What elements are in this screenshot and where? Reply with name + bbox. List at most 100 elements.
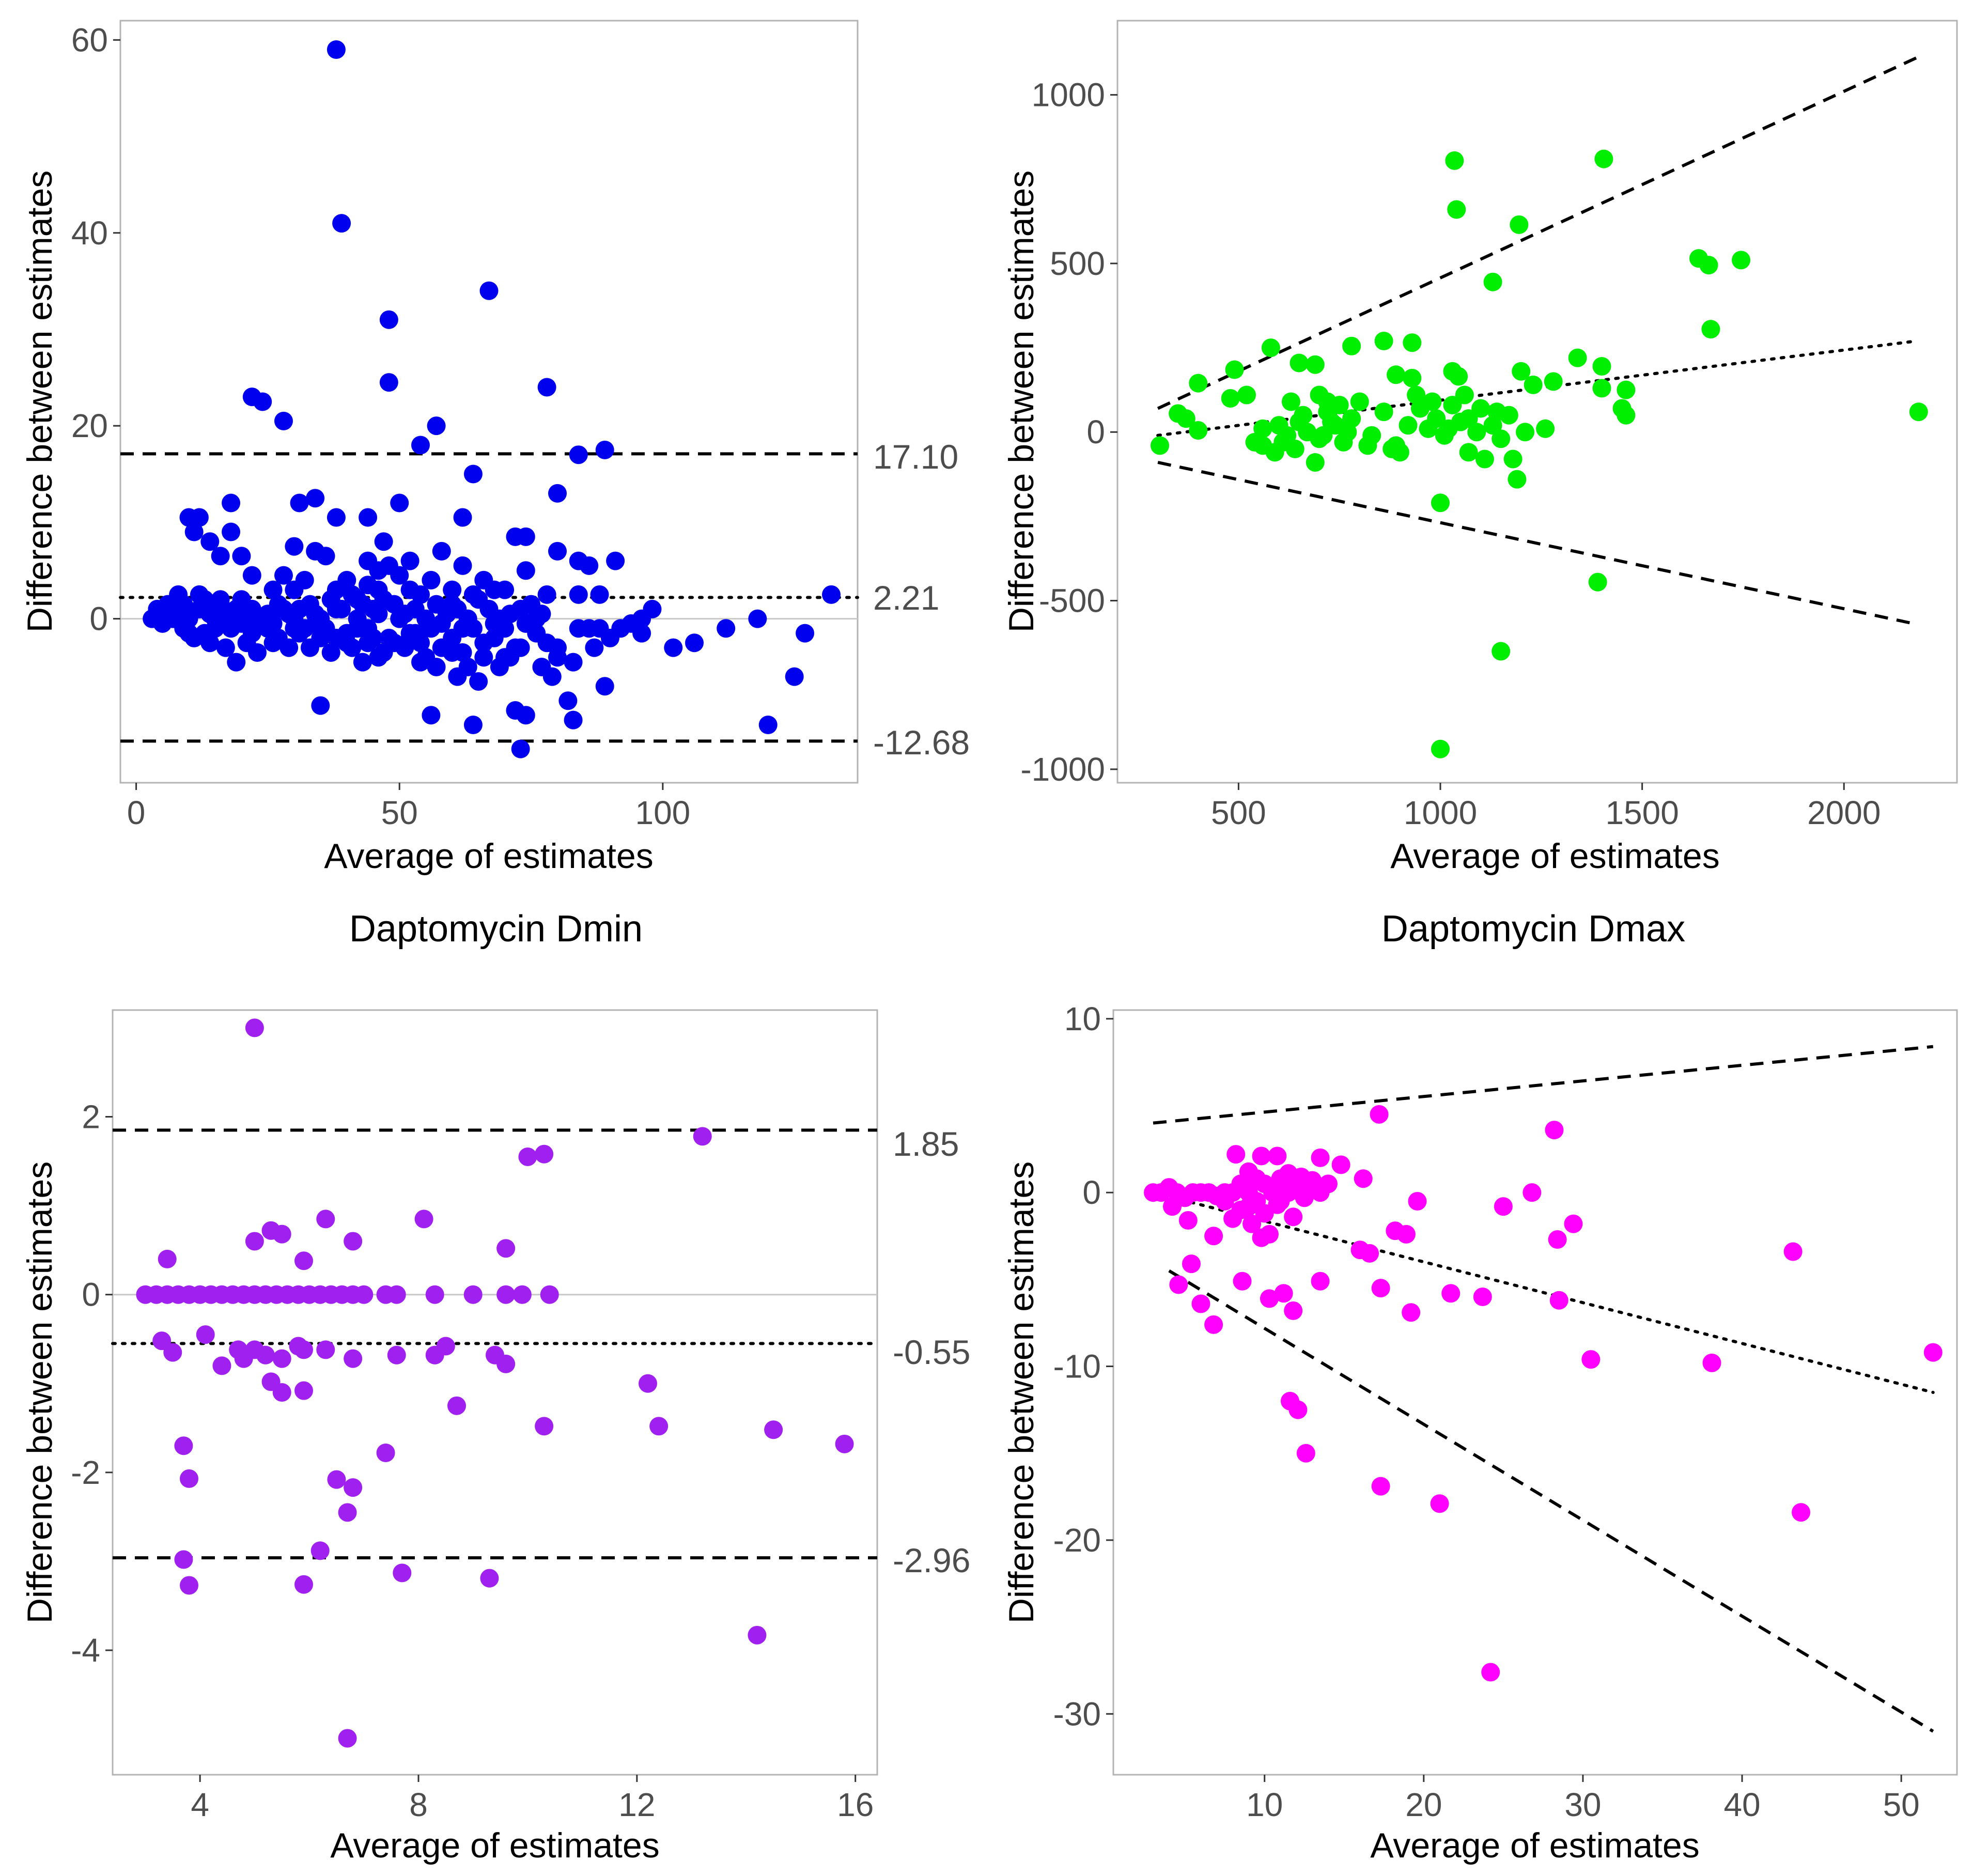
x-tick-label: 12 <box>618 1786 655 1823</box>
x-axis-title: Average of estimates <box>324 836 654 876</box>
data-point <box>180 1576 198 1595</box>
data-point <box>359 633 378 653</box>
data-point <box>190 508 209 527</box>
data-point <box>411 653 430 672</box>
data-point <box>359 508 378 527</box>
data-point <box>427 657 446 676</box>
data-point <box>1191 1294 1210 1313</box>
y-tick-label: 40 <box>71 214 108 252</box>
data-point <box>1431 739 1450 758</box>
data-point <box>222 619 241 638</box>
data-point <box>595 677 614 696</box>
data-point <box>537 585 556 604</box>
data-point <box>1581 1350 1601 1369</box>
data-point <box>474 633 493 653</box>
data-point <box>1221 389 1240 408</box>
data-point <box>290 493 309 513</box>
y-axis: -1000 -500 0 500 1000 <box>1020 76 1117 788</box>
upper-limit-line <box>1153 1045 1934 1125</box>
data-point <box>495 648 515 667</box>
data-points <box>143 40 841 758</box>
data-point <box>1306 453 1325 472</box>
data-point <box>643 599 662 618</box>
y-axis-title: Difference between estimates <box>20 170 59 633</box>
data-point <box>1295 1188 1314 1207</box>
data-point <box>1189 374 1208 393</box>
panel-bottom-left: -4 -2 0 2 4 8 12 16 1.85 -0.55 -2.96 Average o… <box>20 1009 970 1865</box>
y-tick-label: -10 <box>1053 1348 1101 1385</box>
data-point <box>1370 1105 1389 1124</box>
data-point <box>1494 1197 1513 1216</box>
data-point <box>200 633 220 653</box>
data-point <box>253 392 272 411</box>
data-point <box>379 373 398 392</box>
data-point <box>432 541 451 561</box>
data-point <box>1294 406 1313 425</box>
data-points <box>1151 149 1928 758</box>
upper-limit-label: 1.85 <box>893 1125 959 1163</box>
data-point <box>1237 385 1256 405</box>
data-point <box>1399 416 1418 435</box>
data-point <box>376 1444 395 1463</box>
data-point <box>212 1356 231 1375</box>
data-point <box>411 436 430 455</box>
x-axis: 0 50 100 <box>127 783 690 831</box>
data-point <box>443 595 462 614</box>
reference-line-labels: 17.10 2.21 -12.68 <box>873 438 970 762</box>
data-point <box>354 1285 374 1304</box>
y-axis: -4 -2 0 2 <box>71 1098 113 1669</box>
x-axis-title: Average of estimates <box>1390 836 1720 876</box>
data-point <box>606 551 625 570</box>
data-point <box>1182 1254 1201 1274</box>
x-tick-label: 8 <box>409 1786 428 1823</box>
data-point <box>256 1345 275 1365</box>
data-point <box>569 445 588 464</box>
data-point <box>1430 1494 1449 1513</box>
data-point <box>338 1729 357 1748</box>
x-tick-label: 500 <box>1211 794 1266 831</box>
data-point <box>1487 402 1506 422</box>
upper-limit-label: 17.10 <box>873 438 958 476</box>
data-point <box>1516 423 1535 442</box>
data-point <box>1439 419 1458 438</box>
data-point <box>1253 419 1272 438</box>
data-point <box>1178 1211 1198 1230</box>
lower-limit-label: -2.96 <box>893 1541 970 1579</box>
data-point <box>479 281 499 300</box>
data-point <box>1296 1444 1315 1463</box>
data-point <box>163 1343 182 1362</box>
data-point <box>152 1331 172 1351</box>
data-point <box>1467 423 1486 442</box>
reference-lines <box>1152 1045 1935 1733</box>
data-point <box>1350 392 1369 411</box>
data-point <box>216 638 235 657</box>
data-point <box>316 1210 335 1229</box>
data-point <box>1189 421 1208 440</box>
data-point <box>463 715 483 734</box>
data-point <box>1371 1279 1390 1298</box>
data-point <box>387 1345 406 1365</box>
data-point <box>1512 362 1531 381</box>
data-point <box>174 1436 193 1455</box>
data-point <box>1564 1214 1583 1233</box>
x-axis: 10 20 30 40 50 <box>1246 1775 1920 1823</box>
y-tick-label: 0 <box>82 1276 100 1313</box>
data-point <box>1403 368 1422 387</box>
panel-title-dmin: Daptomycin Dmin <box>349 908 643 950</box>
lower-limit-line <box>1168 1269 1934 1733</box>
data-point <box>463 585 483 604</box>
data-point <box>242 624 261 643</box>
data-point <box>748 609 767 628</box>
y-axis: 0 20 40 60 <box>71 21 120 638</box>
data-point <box>443 580 462 599</box>
data-point <box>311 628 330 647</box>
data-point <box>1408 1192 1427 1211</box>
x-tick-label: 0 <box>127 794 146 831</box>
data-point <box>1459 409 1478 428</box>
data-point <box>294 1381 313 1400</box>
data-point <box>822 585 841 604</box>
data-point <box>785 667 804 686</box>
reference-lines <box>111 1128 879 1560</box>
data-point <box>496 1354 516 1373</box>
x-tick-label: 20 <box>1405 1786 1442 1823</box>
